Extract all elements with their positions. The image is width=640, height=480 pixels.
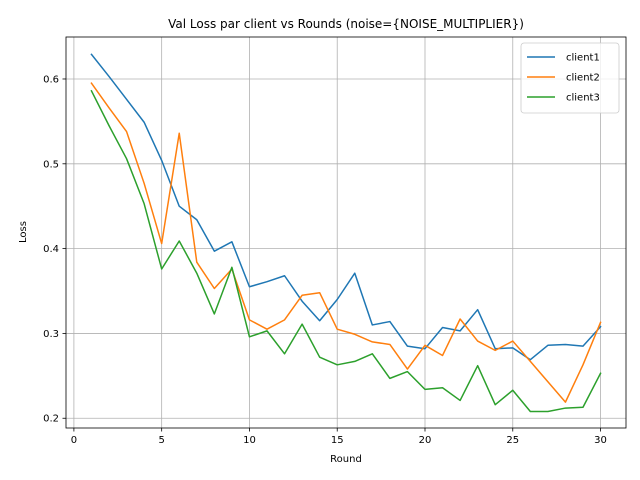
x-tick-label: 30	[594, 435, 607, 446]
legend-box	[520, 42, 620, 114]
x-tick-label: 25	[506, 435, 519, 446]
y-tick-label: 0.4	[43, 244, 59, 255]
plot-frame	[65, 36, 627, 429]
y-tick-label: 0.2	[43, 414, 59, 425]
x-tick-label: 20	[419, 435, 432, 446]
legend: client1 client2 client3	[520, 42, 620, 114]
series-lines	[90, 53, 602, 413]
y-tick-label: 0.6	[43, 74, 59, 85]
x-tick-label: 0	[71, 435, 77, 446]
series-line-client1	[90, 53, 602, 361]
chart-title: Val Loss par client vs Rounds (noise={NO…	[168, 17, 524, 31]
legend-label-client1: client1	[566, 53, 600, 64]
series-line-client2	[90, 82, 602, 403]
grid-lines	[66, 37, 626, 428]
x-tick-label: 5	[158, 435, 164, 446]
y-tick-label: 0.3	[43, 329, 59, 340]
x-tick-label: 15	[331, 435, 344, 446]
y-tick-label: 0.5	[43, 159, 59, 170]
y-axis-label: Loss	[18, 221, 29, 243]
x-axis-label: Round	[330, 454, 362, 465]
series-line-client3	[90, 89, 602, 413]
legend-label-client2: client2	[566, 73, 600, 84]
x-tick-label: 10	[243, 435, 256, 446]
axis-ticks: 0 5 10 15 20 25 30 0.2 0.3 0.4 0.5 0.6	[43, 74, 607, 446]
legend-label-client3: client3	[566, 93, 600, 104]
